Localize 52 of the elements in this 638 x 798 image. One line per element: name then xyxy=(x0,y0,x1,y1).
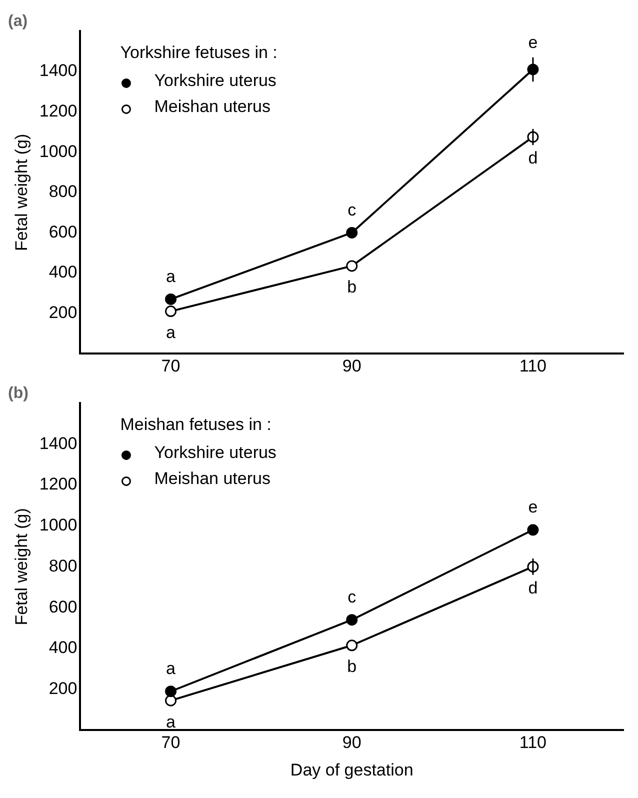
legend-label: Yorkshire uterus xyxy=(154,70,276,90)
y-tick-label: 600 xyxy=(48,222,78,242)
annotation: b xyxy=(347,657,357,676)
legend-label: Meishan uterus xyxy=(154,468,270,488)
chart-title: (a) xyxy=(8,13,28,30)
point xyxy=(165,686,177,698)
point xyxy=(346,614,358,626)
annotation: a xyxy=(166,266,176,286)
annotation: a xyxy=(166,712,176,732)
x-axis-title: Day of gestation xyxy=(290,760,414,780)
chart-title: (b) xyxy=(8,385,28,402)
x-tick-label: 90 xyxy=(342,356,362,376)
point xyxy=(346,226,358,238)
legend-label: Meishan uterus xyxy=(154,96,270,116)
point xyxy=(346,260,358,272)
x-tick-label: 110 xyxy=(519,356,547,376)
annotation: d xyxy=(528,578,538,598)
point xyxy=(346,640,358,652)
y-tick-label: 1400 xyxy=(39,434,78,453)
y-tick-label: 400 xyxy=(48,262,78,282)
x-tick-label: 70 xyxy=(161,733,180,752)
y-tick-label: 200 xyxy=(48,679,78,698)
legend-title: Yorkshire fetuses in : xyxy=(120,42,278,62)
x-tick-label: 110 xyxy=(519,733,547,752)
y-tick-label: 400 xyxy=(48,638,78,658)
y-tick-label: 1000 xyxy=(39,516,78,535)
annotation: a xyxy=(166,322,176,342)
point xyxy=(527,524,539,536)
x-tick-label: 70 xyxy=(161,356,180,376)
y-tick-label: 1200 xyxy=(39,101,78,120)
y-tick-label: 1200 xyxy=(39,474,78,494)
annotation: e xyxy=(528,498,538,517)
y-axis-title: Fetal weight (g) xyxy=(12,508,31,626)
y-tick-label: 200 xyxy=(48,302,78,322)
annotation: d xyxy=(528,148,538,168)
y-tick-label: 800 xyxy=(48,556,78,576)
y-axis-title: Fetal weight (g) xyxy=(12,134,31,251)
point xyxy=(165,306,177,318)
y-tick-label: 800 xyxy=(48,182,78,202)
point xyxy=(165,293,177,305)
x-tick-label: 90 xyxy=(342,733,362,752)
annotation: c xyxy=(348,200,357,220)
legend-title: Meishan fetuses in : xyxy=(120,414,272,434)
legend-label: Yorkshire uterus xyxy=(154,442,276,462)
annotation: b xyxy=(347,278,357,297)
point xyxy=(165,694,177,706)
annotation: a xyxy=(166,659,176,678)
annotation: e xyxy=(528,33,538,52)
annotation: c xyxy=(348,588,357,607)
y-tick-label: 600 xyxy=(48,597,78,616)
y-tick-label: 1000 xyxy=(39,142,78,161)
y-tick-label: 1400 xyxy=(39,61,78,80)
